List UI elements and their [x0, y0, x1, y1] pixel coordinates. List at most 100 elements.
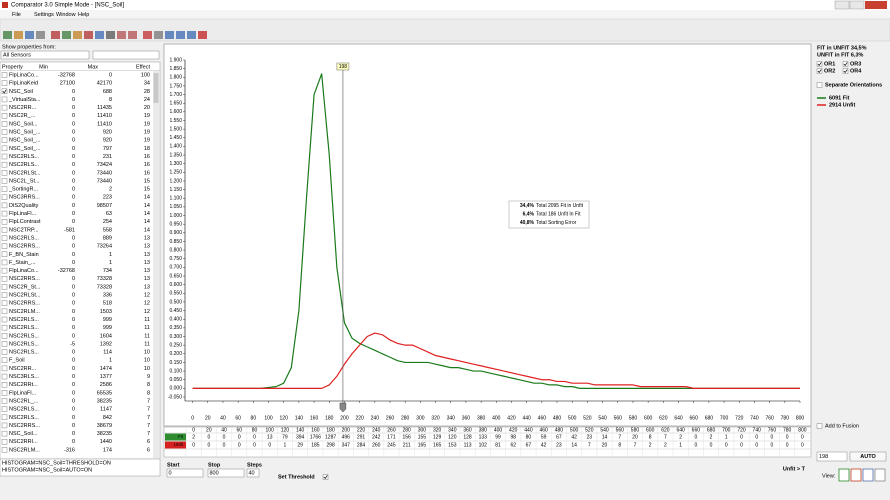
property-name[interactable]: NSC2R_... [9, 113, 36, 119]
toolbar-button[interactable] [106, 31, 115, 39]
row-checkbox[interactable] [1, 161, 8, 168]
property-name[interactable]: NSC2RLS... [9, 407, 39, 413]
row-checkbox[interactable] [1, 235, 8, 241]
row-checkbox[interactable] [1, 145, 8, 152]
toolbar-button[interactable] [154, 31, 163, 39]
toolbar-button[interactable] [14, 31, 23, 39]
property-name[interactable]: NSC_Soil [9, 89, 33, 95]
row-checkbox[interactable] [1, 210, 8, 217]
row-checkbox[interactable] [1, 243, 8, 249]
property-name[interactable]: NSC3RLS... [9, 374, 39, 380]
property-name[interactable]: NSC2RLM... [9, 309, 40, 315]
scroll-thumb[interactable] [153, 73, 159, 103]
row-checkbox[interactable] [1, 121, 8, 127]
set-threshold-checkbox[interactable] [322, 474, 329, 480]
property-name[interactable]: NSC2RLS... [9, 350, 39, 356]
property-name[interactable]: FlpLinaKeid [9, 81, 38, 87]
view-button[interactable] [874, 468, 886, 482]
row-checkbox[interactable] [1, 292, 8, 298]
property-name[interactable]: FlpLContrast [9, 219, 41, 225]
property-name[interactable]: NSC2RRS... [9, 423, 40, 429]
control-input[interactable] [246, 468, 260, 478]
fusion-label[interactable]: Add to Fusion [825, 423, 859, 429]
source-dropdown[interactable] [0, 50, 90, 60]
property-name[interactable]: DIS2Quality [9, 203, 39, 209]
row-checkbox[interactable] [1, 227, 8, 233]
row-checkbox[interactable] [1, 259, 8, 266]
row-checkbox[interactable] [1, 186, 8, 192]
property-name[interactable]: NSC3RRS... [9, 195, 40, 201]
property-name[interactable]: FlpLinaFl... [9, 390, 37, 396]
row-checkbox[interactable] [1, 251, 8, 258]
close-button[interactable] [865, 1, 887, 9]
row-checkbox[interactable] [1, 349, 8, 355]
toolbar-button[interactable] [198, 31, 207, 39]
property-name[interactable]: NSC2RLS... [9, 162, 39, 168]
property-name[interactable]: F_Soil [9, 358, 25, 364]
row-checkbox[interactable] [1, 88, 8, 95]
property-name[interactable]: NSC_Soil... [9, 121, 38, 127]
toolbar-button[interactable] [3, 31, 12, 39]
row-checkbox[interactable] [1, 316, 8, 323]
row-checkbox[interactable] [1, 194, 8, 200]
orientation-checkbox[interactable] [816, 61, 823, 67]
property-name[interactable]: NSC2RLS... [9, 154, 39, 160]
toolbar-button[interactable] [165, 31, 174, 39]
property-name[interactable]: NSC2RLS... [9, 341, 39, 347]
threshold-handle[interactable] [339, 402, 347, 413]
property-name[interactable]: NSC2RLS... [9, 325, 39, 331]
toolbar-button[interactable] [25, 31, 34, 39]
toolbar-button[interactable] [128, 31, 137, 39]
property-name[interactable]: NSC2RLM... [9, 447, 40, 453]
toolbar-button[interactable] [95, 31, 104, 39]
menu-item[interactable]: Window [56, 12, 76, 18]
property-name[interactable]: NSC2RR... [9, 105, 37, 111]
property-name[interactable]: NSC2RLS... [9, 235, 39, 241]
scrollbar[interactable] [153, 71, 159, 458]
row-checkbox[interactable] [1, 422, 8, 429]
threshold-input[interactable] [816, 451, 848, 462]
row-checkbox[interactable] [1, 373, 8, 380]
property-name[interactable]: NSC2RR... [9, 366, 37, 372]
property-name[interactable]: F_BN_Stain [9, 252, 39, 258]
property-name[interactable]: NSC2R_St... [9, 284, 41, 290]
orientation-checkbox[interactable] [842, 61, 849, 67]
row-checkbox[interactable] [1, 80, 8, 86]
auto-button[interactable] [849, 451, 887, 462]
property-name[interactable]: NSC_Soil_... [9, 130, 41, 136]
row-checkbox[interactable] [1, 276, 8, 282]
row-checkbox[interactable] [1, 72, 8, 78]
property-name[interactable]: NSC2RLS... [9, 333, 39, 339]
filter-dropdown[interactable] [92, 50, 160, 60]
row-checkbox[interactable] [1, 178, 8, 184]
property-name[interactable]: NSC_Soil... [9, 431, 38, 437]
toolbar-button[interactable] [51, 31, 60, 39]
property-name[interactable]: NSC2RRS... [9, 276, 40, 282]
column-header[interactable]: Max [88, 64, 99, 70]
row-checkbox[interactable] [1, 137, 8, 143]
property-name[interactable]: NSC2RRS... [9, 244, 40, 250]
row-checkbox[interactable] [1, 382, 8, 388]
view-button[interactable] [862, 468, 874, 482]
column-header[interactable]: Min [39, 64, 48, 70]
menu-item[interactable]: Help [78, 12, 89, 18]
fusion-checkbox[interactable] [816, 423, 823, 429]
row-checkbox[interactable] [1, 341, 8, 347]
toolbar-button[interactable] [187, 31, 196, 39]
toolbar-button[interactable] [73, 31, 82, 39]
row-checkbox[interactable] [1, 218, 8, 225]
property-name[interactable]: NSC2TRP... [9, 227, 39, 233]
menu-item[interactable]: Settings [34, 12, 54, 18]
row-checkbox[interactable] [1, 170, 8, 176]
property-name[interactable]: NSC2RLS... [9, 415, 39, 421]
toolbar-button[interactable] [176, 31, 185, 39]
property-name[interactable]: F_Stain_... [9, 260, 36, 266]
property-name[interactable]: NSC2RLSt... [9, 170, 41, 176]
menu-item[interactable]: File [12, 12, 21, 18]
row-checkbox[interactable] [1, 324, 8, 331]
property-name[interactable]: FlpLinaCo... [9, 72, 39, 78]
property-name[interactable]: FlpLinaFl... [9, 211, 37, 217]
row-checkbox[interactable] [1, 365, 8, 372]
row-checkbox[interactable] [1, 308, 8, 315]
row-checkbox[interactable] [1, 129, 8, 135]
